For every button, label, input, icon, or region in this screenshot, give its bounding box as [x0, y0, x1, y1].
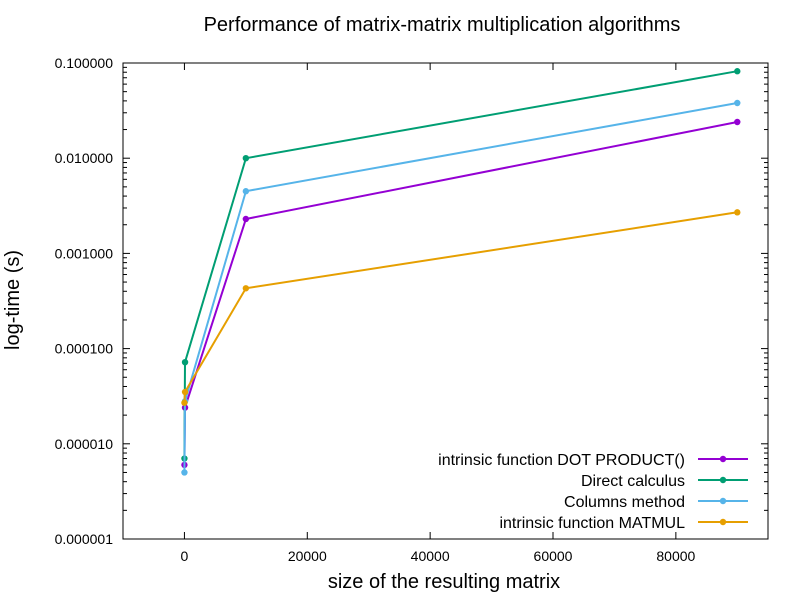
y-tick-label: 0.000100: [55, 341, 114, 357]
data-point: [734, 99, 741, 107]
legend-label: Direct calculus: [581, 473, 685, 490]
data-point: [734, 118, 741, 126]
data-point: [181, 399, 188, 406]
x-tick-label: 60000: [534, 548, 573, 564]
x-tick-label: 0: [181, 548, 189, 564]
series-line: [183, 102, 738, 473]
data-point: [734, 209, 741, 216]
y-tick-label: 0.000010: [55, 436, 114, 452]
x-axis-label: size of the resulting matrix: [328, 571, 560, 593]
legend-label: intrinsic function DOT PRODUCT(): [438, 452, 685, 469]
y-tick-label: 0.100000: [55, 55, 114, 71]
data-point: [242, 188, 250, 195]
y-axis-label: log-time (s): [2, 250, 24, 350]
data-point: [242, 155, 250, 162]
plot-area: 0 20000 40000 60000 80000 0.000001 0.000010 0.0…: [55, 55, 769, 564]
x-tick-label: 80000: [656, 548, 695, 564]
series-line: [183, 70, 738, 459]
x-tick-label: 40000: [411, 548, 450, 564]
legend-marker: [719, 518, 727, 526]
plot-frame: [122, 62, 769, 540]
data-point: [181, 358, 189, 366]
legend-marker: [719, 497, 727, 505]
legend-label: intrinsic function MATMUL: [499, 515, 685, 532]
x-tick-label: 20000: [288, 548, 327, 564]
y-tick-label: 0.001000: [55, 245, 114, 261]
legend-label: Columns method: [564, 494, 685, 511]
legend-marker: [719, 476, 727, 484]
y-tick-label: 0.000001: [55, 531, 114, 547]
data-point: [242, 215, 250, 223]
data-point: [242, 285, 250, 292]
data-point: [734, 68, 741, 75]
legend-marker: [719, 455, 727, 463]
y-tick-label: 0.010000: [55, 150, 114, 166]
data-point: [181, 388, 189, 396]
chart-title: Performance of matrix-matrix multiplicat…: [204, 14, 681, 36]
series-line: [183, 121, 738, 465]
data-point: [181, 469, 188, 476]
series-line: [183, 211, 738, 403]
